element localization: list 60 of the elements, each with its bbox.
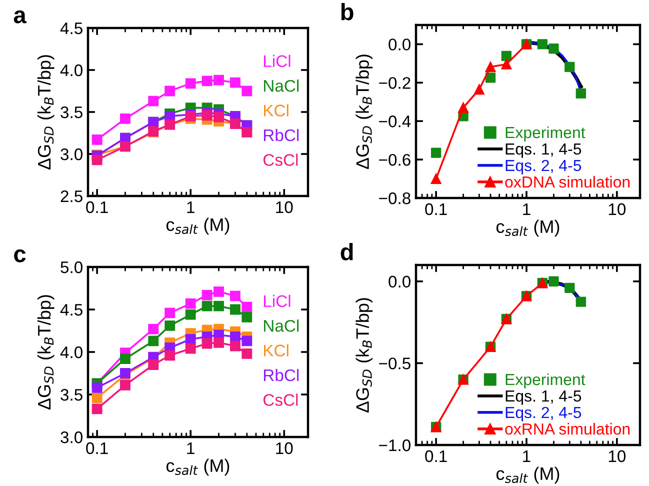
x-axis-title: c$_{salt}$ (M) [496, 466, 560, 484]
text: c [14, 249, 26, 262]
y-tick-label: 0.0 [388, 276, 410, 288]
y-tick-label: 0.0 [388, 38, 410, 50]
series-label: NaCl [264, 80, 299, 92]
y-tick-label: 4.5 [60, 304, 82, 316]
y-tick-label: −0.5 [379, 358, 410, 370]
x-axis-title: c$_{salt}$ (M) [496, 220, 560, 237]
legend-label: Experiment [506, 126, 586, 142]
series-label: RbCl [264, 128, 299, 142]
y-tick-label: 3.5 [60, 388, 82, 401]
text: CsCl [263, 394, 298, 406]
x-tick-label: 1 [523, 203, 530, 215]
y-tick-label: 4.5 [60, 22, 82, 34]
x-axis-title: c$_{salt}$ (M) [166, 458, 230, 476]
y-tick-label: 2.5 [60, 190, 82, 202]
legend-label: Eqs. 2, 4-5 [506, 406, 582, 422]
x-tick-label: 0.1 [425, 450, 447, 462]
y-axis-title: ΔG$_{SD}$ (k$_{B}$T/bp) [37, 55, 54, 170]
y-tick-label: 4.0 [60, 346, 82, 358]
y-tick-label: 5.0 [60, 261, 82, 274]
x-tick-label: 10 [276, 442, 293, 454]
y-tick-label: 4.0 [60, 64, 82, 76]
legend-label: oxRNA simulation [505, 422, 630, 435]
y-axis-title: ΔG$_{SD}$ (k$_{B}$T/bp) [37, 295, 54, 410]
x-tick-label: 0.1 [86, 442, 108, 454]
series-label: RbCl [264, 368, 299, 382]
legend-label: Eqs. 2, 4-5 [506, 160, 582, 174]
text: a [14, 10, 26, 24]
x-axis-title: c$_{salt}$ (M) [166, 218, 230, 235]
y-tick-label: −0.8 [379, 192, 410, 204]
y-tick-label: −0.6 [379, 154, 410, 166]
text: b [341, 2, 354, 20]
x-tick-label: 10 [608, 203, 626, 216]
series-label: CsCl [263, 154, 298, 166]
x-tick-label: 1 [187, 442, 194, 454]
legend-label: oxDNA simulation [505, 176, 630, 188]
series-label: LiCl [264, 54, 290, 68]
y-tick-label: −0.4 [379, 116, 411, 128]
series-label: KCl [264, 344, 288, 356]
text: d [340, 242, 353, 260]
x-tick-label: 0.1 [425, 203, 447, 216]
x-tick-label: 1 [523, 450, 530, 462]
x-tick-label: 0.1 [86, 201, 108, 214]
legend-label: Eqs. 1, 4-5 [506, 390, 582, 405]
y-tick-label: −0.2 [379, 77, 410, 89]
y-tick-label: 3.0 [60, 148, 82, 160]
series-label: KCl [264, 104, 288, 116]
y-axis-title: ΔG$_{SD}$ (k$_{B}$T/bp) [356, 54, 373, 170]
x-tick-label: 10 [276, 201, 293, 214]
legend-label: Eqs. 1, 4-5 [506, 144, 582, 158]
x-tick-label: 1 [187, 201, 194, 213]
y-tick-label: 3.0 [60, 431, 82, 444]
legend-label: Experiment [506, 373, 586, 388]
y-tick-label: −1.0 [379, 439, 410, 452]
y-axis-title: ΔG$_{SD}$ (k$_{B}$T/bp) [356, 298, 373, 413]
y-tick-label: 3.5 [60, 106, 82, 118]
series-label: LiCl [264, 294, 290, 308]
x-tick-label: 10 [608, 450, 626, 462]
series-label: NaCl [264, 320, 299, 332]
